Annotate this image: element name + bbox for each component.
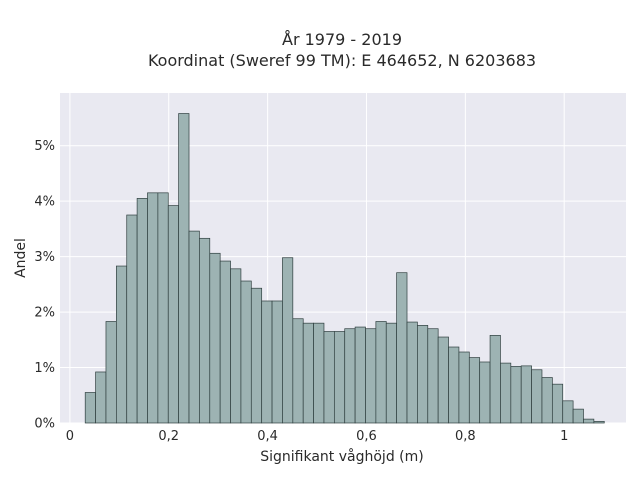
histogram-bar <box>116 265 128 424</box>
histogram-bar <box>427 328 439 424</box>
x-tick-label: 0,4 <box>257 429 278 444</box>
histogram-bar <box>261 300 273 424</box>
histogram-bars <box>84 113 605 424</box>
x-tick-label: 1 <box>560 429 568 444</box>
histogram-bar <box>209 252 221 424</box>
histogram-bar <box>572 408 584 424</box>
histogram-bar <box>500 362 512 424</box>
histogram-bar <box>489 335 501 424</box>
histogram-bar <box>520 365 532 424</box>
y-axis-title: Andel <box>13 238 29 278</box>
histogram-bar <box>593 420 605 424</box>
histogram-bar <box>136 198 148 424</box>
histogram-bar <box>95 371 107 424</box>
x-tick-label: 0 <box>66 429 74 444</box>
histogram-bar <box>583 418 595 424</box>
y-tick-label: 5% <box>34 139 55 154</box>
histogram-bar <box>271 300 283 424</box>
histogram-bar <box>417 325 429 424</box>
histogram-bar <box>178 113 190 424</box>
histogram-bar <box>437 336 449 424</box>
histogram-bar <box>354 326 366 424</box>
histogram-bar <box>468 357 481 424</box>
histogram-bar <box>365 328 377 424</box>
chart-title-line-2: Koordinat (Sweref 99 TM): E 464652, N 62… <box>148 51 536 70</box>
histogram-bar <box>199 237 211 424</box>
axis-ticks: 0 0,2 0,4 0,6 0,8 1 0% 1% 2% 3% 4% 5% <box>34 139 568 444</box>
y-tick-label: 1% <box>34 361 55 376</box>
histogram-bar <box>396 272 408 424</box>
y-tick-label: 0% <box>34 417 55 432</box>
x-tick-label: 0,8 <box>455 429 476 444</box>
histogram-bar <box>188 230 200 424</box>
histogram-bar <box>230 268 242 424</box>
histogram-bar <box>562 400 574 424</box>
histogram-bar <box>333 331 346 424</box>
y-tick-label: 2% <box>34 306 55 321</box>
histogram-bar <box>313 322 325 424</box>
histogram-bar <box>292 318 304 424</box>
histogram-bar <box>84 392 96 424</box>
histogram-bar <box>105 321 117 424</box>
histogram-bar <box>458 351 470 424</box>
histogram-bar <box>531 369 543 424</box>
histogram-bar <box>167 205 179 424</box>
histogram-bar <box>375 321 387 424</box>
x-axis-title: Signifikant våghöjd (m) <box>260 448 423 465</box>
histogram-bar <box>157 192 169 424</box>
y-tick-label: 4% <box>34 195 55 210</box>
histogram-bar <box>323 331 335 424</box>
histogram-bar <box>147 192 159 424</box>
histogram-bar <box>406 321 418 424</box>
histogram-bar <box>126 214 138 424</box>
histogram-bar <box>551 383 564 424</box>
histogram-bar <box>344 328 356 424</box>
histogram-bar <box>240 280 252 424</box>
histogram-bar <box>282 257 294 424</box>
x-tick-label: 0,6 <box>356 429 377 444</box>
histogram-bar <box>385 322 397 424</box>
histogram-bar <box>448 346 460 424</box>
y-tick-label: 3% <box>34 250 55 265</box>
x-tick-label: 0,2 <box>158 429 179 444</box>
histogram-bar <box>219 260 231 424</box>
histogram-bar <box>250 287 263 424</box>
histogram-bar <box>302 322 314 424</box>
chart-title-line-1: År 1979 - 2019 <box>282 30 402 49</box>
histogram-bar <box>541 377 553 424</box>
histogram-bar <box>479 361 491 424</box>
histogram-bar <box>510 366 522 424</box>
